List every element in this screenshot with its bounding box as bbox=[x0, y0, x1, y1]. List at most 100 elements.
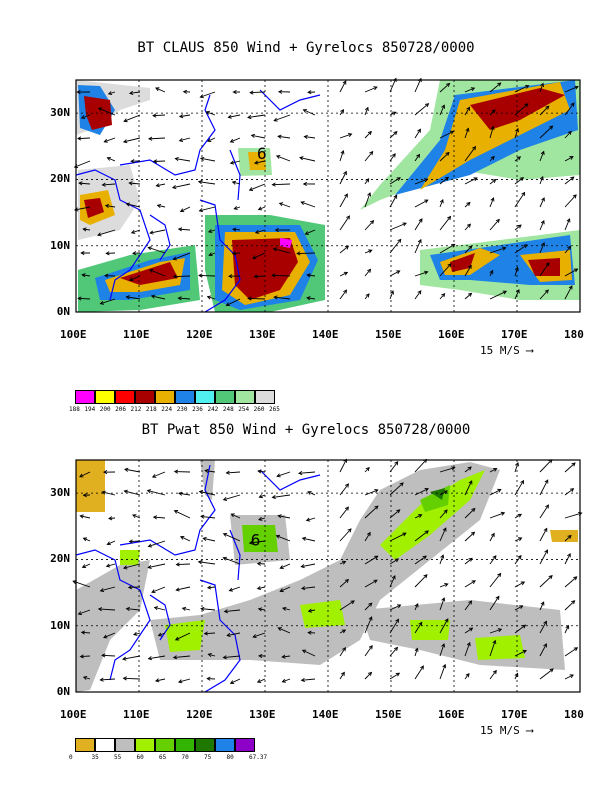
wind-vector bbox=[439, 509, 448, 519]
wind-vector bbox=[157, 204, 166, 208]
wind-vector-head bbox=[77, 611, 83, 616]
wind-vector bbox=[180, 206, 191, 212]
wind-vector bbox=[226, 298, 241, 306]
wind-vector-head bbox=[568, 285, 573, 290]
wind-vector-head bbox=[446, 82, 451, 87]
wind-vector bbox=[259, 494, 266, 498]
wind-vector-head bbox=[132, 514, 137, 519]
wind-vector-head bbox=[414, 602, 419, 608]
wind-vector-head bbox=[373, 579, 378, 584]
wind-vector-head bbox=[254, 229, 260, 234]
wind-vector-head bbox=[347, 528, 352, 533]
wind-vector-head bbox=[540, 82, 545, 87]
wind-vector bbox=[178, 492, 191, 496]
y-tick-label: 0N bbox=[56, 305, 70, 318]
wind-vector bbox=[339, 289, 347, 300]
wind-vector-head bbox=[79, 514, 84, 519]
wind-vector bbox=[249, 183, 266, 191]
wind-vector bbox=[304, 136, 316, 139]
wind-vector-head bbox=[232, 227, 237, 232]
wind-vector bbox=[278, 515, 291, 519]
wind-vector-head bbox=[248, 540, 254, 545]
wind-vector-head bbox=[307, 90, 312, 95]
wind-vector bbox=[150, 229, 166, 234]
wind-vector-head bbox=[578, 511, 583, 516]
colorbar-label: 248 bbox=[222, 406, 234, 413]
wind-vector bbox=[223, 557, 241, 565]
wind-vector-head bbox=[569, 488, 575, 493]
wind-vector-head bbox=[467, 264, 472, 269]
wind-vector-head bbox=[222, 496, 228, 501]
wind-vector-head bbox=[206, 295, 212, 300]
wind-vector bbox=[464, 265, 472, 277]
wind-vector-head bbox=[340, 149, 345, 155]
wind-vector bbox=[98, 107, 116, 116]
wind-vector-head bbox=[128, 90, 134, 96]
wind-vector-head bbox=[233, 205, 238, 210]
wind-vector-head bbox=[279, 565, 284, 569]
wind-vector bbox=[414, 239, 422, 254]
wind-vector-head bbox=[256, 561, 262, 566]
wind-vector-head bbox=[177, 227, 183, 232]
wind-vector bbox=[148, 655, 166, 660]
colorbar-label: 188 bbox=[69, 406, 80, 413]
wind-vector-head bbox=[441, 293, 446, 298]
wind-vector-head bbox=[151, 474, 157, 478]
wind-vector bbox=[514, 480, 524, 496]
wind-vector-head bbox=[131, 251, 137, 256]
wind-vector-head bbox=[344, 193, 348, 198]
wind-vector-head bbox=[369, 150, 374, 156]
wind-vector-head bbox=[174, 636, 180, 641]
wind-vector bbox=[564, 268, 578, 277]
wind-vector-head bbox=[229, 160, 235, 165]
wind-vector-head bbox=[490, 197, 495, 202]
wind-vector bbox=[364, 467, 370, 473]
wind-vector-head bbox=[107, 91, 113, 96]
wind-vector-head bbox=[449, 130, 455, 135]
wind-vector bbox=[389, 604, 401, 611]
wind-vector-head bbox=[222, 532, 228, 537]
wind-vector bbox=[389, 222, 407, 231]
wind-vector bbox=[489, 219, 500, 231]
wind-vector bbox=[464, 580, 476, 588]
wind-vector-head bbox=[424, 270, 429, 275]
wind-vector bbox=[299, 157, 316, 162]
wind-vector-head bbox=[178, 137, 184, 142]
wind-vector-head bbox=[82, 537, 88, 542]
wind-vector bbox=[439, 554, 444, 565]
wind-vector-head bbox=[150, 294, 156, 299]
wind-vector bbox=[489, 109, 496, 116]
wind-vector-head bbox=[258, 653, 263, 658]
wind-vector bbox=[364, 151, 374, 162]
wind-vector bbox=[273, 248, 291, 254]
wind-vector bbox=[439, 199, 444, 208]
wind-vector bbox=[414, 199, 428, 208]
wind-vector bbox=[389, 558, 399, 565]
wind-vector bbox=[123, 137, 141, 143]
wind-vector-head bbox=[172, 274, 177, 279]
wind-vector bbox=[464, 466, 472, 473]
wind-vector-head bbox=[491, 109, 496, 114]
wind-vector bbox=[155, 678, 166, 682]
wind-vector-head bbox=[492, 669, 497, 675]
wind-vector bbox=[489, 179, 496, 185]
wind-vector bbox=[389, 509, 401, 519]
wind-vector-head bbox=[173, 469, 179, 474]
wind-vector-head bbox=[350, 600, 355, 605]
wind-vector-head bbox=[567, 553, 571, 558]
wind-vector bbox=[389, 482, 404, 496]
wind-vector bbox=[234, 206, 241, 210]
wind-vector bbox=[439, 618, 449, 634]
wind-vector-head bbox=[175, 562, 180, 567]
colorbar-label: 80 bbox=[226, 754, 234, 761]
wind-vector-head bbox=[549, 668, 554, 673]
wind-vector bbox=[339, 561, 346, 565]
wind-vector-head bbox=[520, 581, 526, 586]
wind-vector-head bbox=[271, 273, 276, 278]
wind-vector-head bbox=[424, 199, 429, 204]
wind-vector-head bbox=[571, 462, 576, 467]
wind-vector bbox=[126, 296, 141, 300]
colorbar-swatch bbox=[135, 738, 155, 752]
wind-vector bbox=[414, 290, 422, 300]
wind-vector bbox=[389, 78, 397, 93]
